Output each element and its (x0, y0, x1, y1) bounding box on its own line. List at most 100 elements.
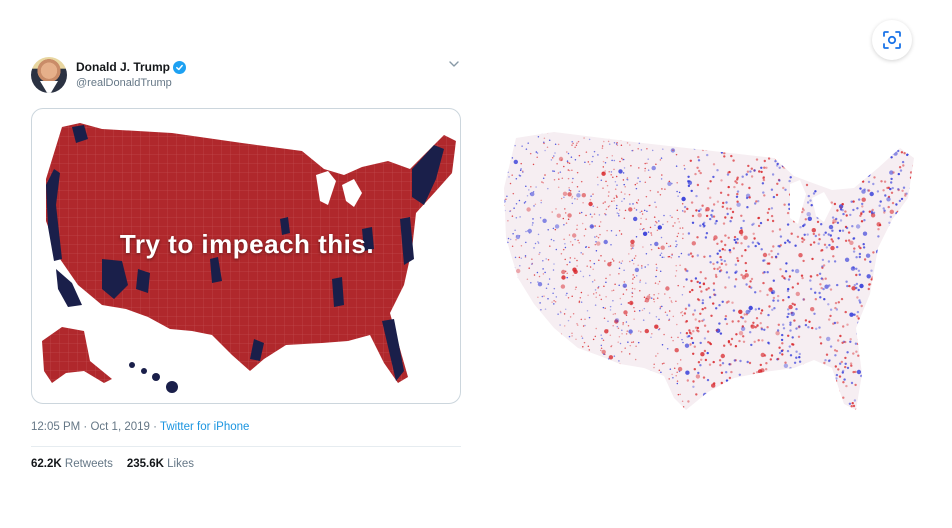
map-dot (696, 236, 699, 239)
map-dot (544, 174, 546, 176)
map-dot (536, 383, 539, 385)
map-dot (548, 139, 551, 142)
map-dot (545, 258, 547, 260)
map-dot (587, 161, 590, 163)
map-dot (572, 358, 574, 360)
map-dot (514, 256, 517, 259)
map-dot (556, 213, 561, 218)
map-dot (678, 191, 681, 194)
map-dot (504, 372, 509, 377)
map-dot (791, 302, 794, 305)
map-dot (902, 164, 905, 167)
map-dot (537, 282, 543, 287)
author-handle[interactable]: @realDonaldTrump (76, 77, 172, 89)
map-dot (736, 202, 741, 207)
map-dot (639, 281, 641, 283)
map-dot (688, 331, 692, 334)
map-dot (717, 138, 722, 143)
map-dot (729, 363, 732, 366)
map-dot (814, 158, 818, 161)
map-dot (729, 343, 732, 346)
tweet-time[interactable]: 12:05 PM (31, 421, 81, 433)
chevron-down-icon[interactable] (447, 57, 461, 71)
map-dot (768, 305, 771, 308)
map-dot (705, 288, 708, 291)
map-dot (848, 164, 851, 167)
map-dot (879, 365, 883, 368)
map-dot (870, 133, 873, 136)
map-dot (759, 389, 763, 393)
map-dot (820, 277, 823, 280)
map-dot (611, 258, 614, 260)
map-dot (527, 142, 529, 144)
retweets-stat[interactable]: 62.2K Retweets (31, 458, 113, 470)
map-dot (666, 392, 671, 397)
avatar[interactable] (31, 57, 67, 93)
map-dot (621, 329, 623, 332)
map-dot (655, 132, 658, 134)
author-name-row[interactable]: Donald J. Trump (76, 60, 187, 74)
map-dot (903, 401, 906, 404)
map-dot (651, 149, 654, 152)
map-dot (731, 210, 735, 214)
map-dot (654, 241, 659, 247)
map-dot (498, 369, 500, 371)
map-dot (684, 267, 687, 271)
map-dot (553, 155, 555, 157)
map-dot (599, 221, 602, 223)
map-dot (589, 260, 591, 262)
map-dot (653, 363, 655, 365)
map-dot (631, 287, 634, 290)
map-dot (693, 147, 696, 150)
map-dot (606, 184, 609, 187)
map-dot (606, 229, 608, 232)
map-dot (609, 399, 612, 401)
map-dot (612, 260, 615, 262)
map-dot (571, 335, 573, 337)
map-dot (629, 333, 632, 335)
map-dot (524, 255, 527, 257)
tweet-date[interactable]: Oct 1, 2019 (90, 421, 150, 433)
map-dot (830, 414, 832, 416)
map-dot (670, 256, 673, 259)
map-dot (701, 308, 704, 311)
map-dot (852, 404, 856, 408)
map-dot (786, 349, 790, 353)
map-dot (668, 180, 671, 183)
map-dot (588, 201, 593, 207)
map-dot (679, 393, 681, 396)
map-dot (778, 166, 781, 169)
map-dot (767, 415, 769, 417)
map-dot (566, 151, 568, 153)
tweet-source-link[interactable]: Twitter for iPhone (159, 421, 250, 433)
map-dot (877, 387, 880, 390)
map-dot (695, 194, 698, 198)
map-dot (552, 170, 554, 172)
map-dot (589, 213, 592, 215)
map-dot (688, 290, 692, 294)
map-dot (621, 158, 624, 161)
likes-stat[interactable]: 235.6K Likes (127, 458, 194, 470)
map-dot (904, 325, 909, 330)
map-dot (889, 413, 893, 417)
map-dot (829, 308, 833, 311)
map-dot (598, 294, 601, 296)
map-dot (566, 160, 569, 162)
map-dot (854, 383, 857, 387)
map-dot (554, 152, 556, 154)
map-dot (750, 416, 752, 418)
map-dot (510, 401, 512, 404)
map-dot (495, 363, 497, 365)
author-display-name[interactable]: Donald J. Trump (76, 60, 171, 74)
map-dot (569, 261, 571, 263)
image-search-button[interactable] (872, 20, 912, 60)
map-dot (596, 176, 599, 178)
map-dot (892, 377, 895, 380)
map-dot (534, 392, 539, 397)
map-dot (677, 232, 680, 235)
map-dot (894, 309, 898, 312)
map-dot (613, 168, 615, 171)
tweet-media[interactable]: Try to impeach this. (31, 108, 461, 404)
map-dot (619, 373, 625, 378)
map-dot (902, 207, 905, 210)
